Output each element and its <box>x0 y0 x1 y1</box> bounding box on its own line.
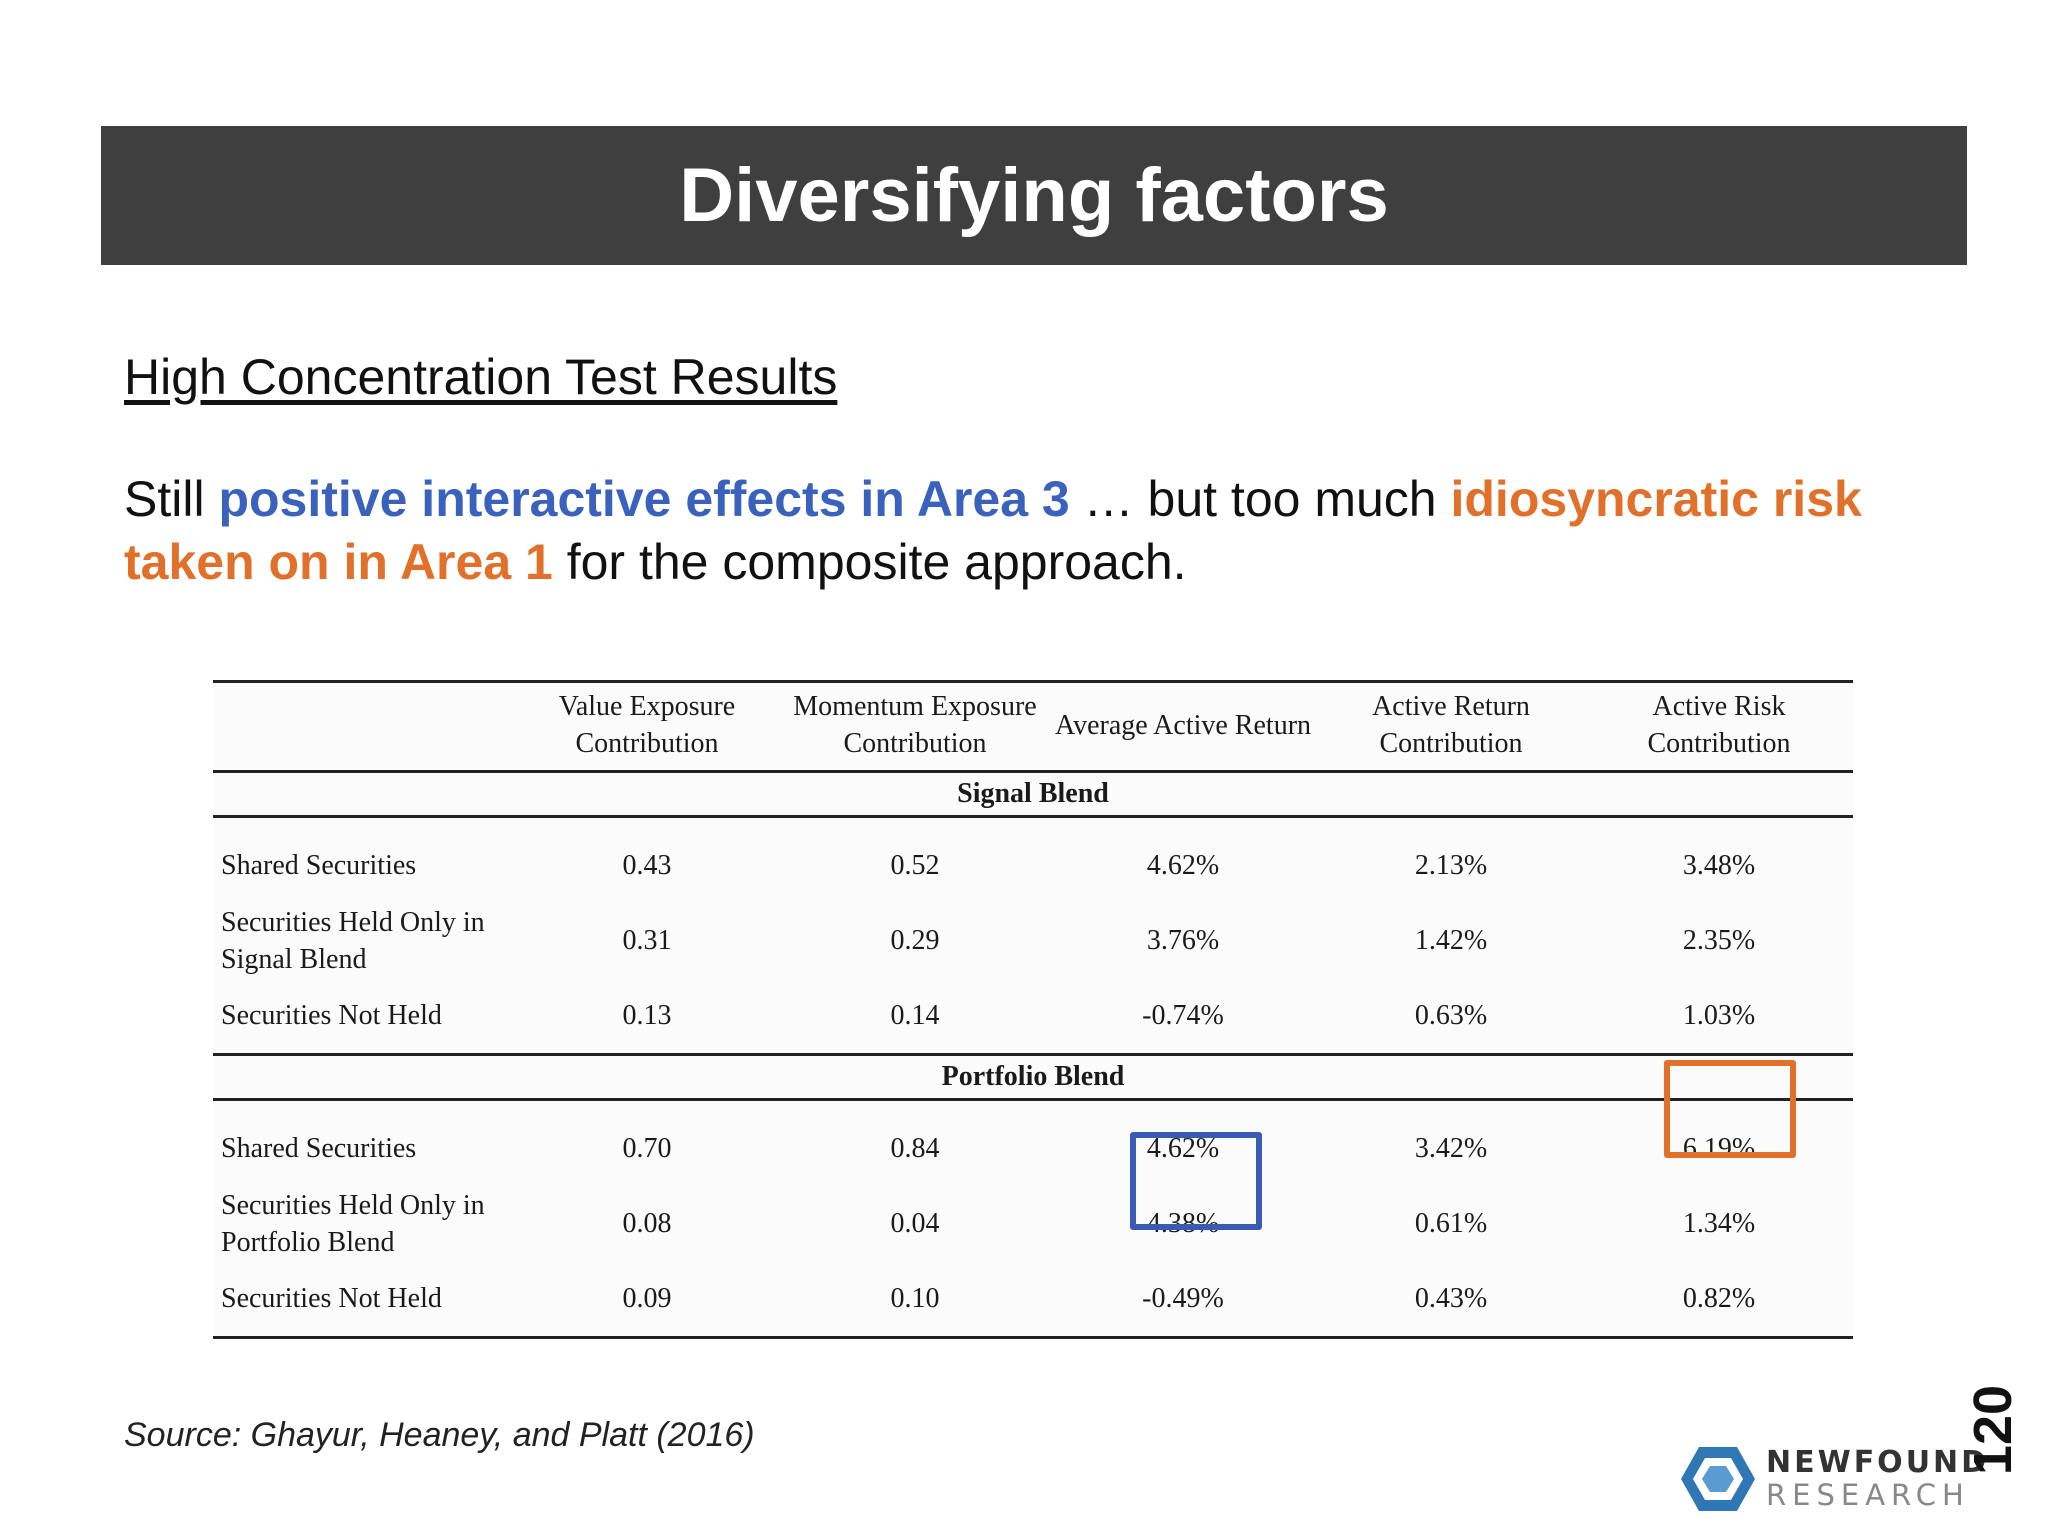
cell-value: 0.52 <box>890 849 940 881</box>
table-row: Shared Securities 0.43 0.52 4.62% 2.13% … <box>213 817 1853 904</box>
col-header-value-exposure: Value Exposure Contribution <box>513 680 781 773</box>
slide-title: Diversifying factors <box>679 153 1389 238</box>
row-label: Shared Securities <box>221 1133 417 1164</box>
table-row: Shared Securities 0.70 0.84 4.62% 3.42% … <box>213 1100 1853 1187</box>
section-header-portfolio-blend: Portfolio Blend <box>213 1053 1853 1101</box>
cell-value: 2.35% <box>1682 924 1756 956</box>
lead-text-2: … but too much <box>1069 471 1451 527</box>
lead-text: Still positive interactive effects in Ar… <box>124 468 1944 594</box>
cell-value: 0.70 <box>622 1132 672 1164</box>
row-label: Shared Securities <box>221 850 417 881</box>
table-row: Securities Not Held 0.09 0.10 -0.49% 0.4… <box>213 1261 1853 1339</box>
col-header-blank <box>213 680 513 773</box>
row-label: Securities Held Only in Portfolio Blend <box>221 1189 485 1258</box>
cell-value: 4.62% <box>1146 849 1220 881</box>
cell-value: 0.84 <box>890 1132 940 1164</box>
section-header-signal-blend: Signal Blend <box>213 771 1853 818</box>
cell-value: 0.09 <box>513 1261 781 1339</box>
cell-value: 0.31 <box>622 924 672 956</box>
subtitle: High Concentration Test Results <box>124 349 838 405</box>
cell-value-highlighted-orange: 6.19% <box>1682 1132 1756 1164</box>
lead-highlight-blue: positive interactive effects in Area 3 <box>218 471 1070 527</box>
row-label: Securities Not Held <box>221 1000 442 1031</box>
cell-value: 3.76% <box>1146 924 1220 956</box>
cell-value: 0.14 <box>890 999 940 1031</box>
col-header-active-return-contribution: Active Return Contribution <box>1317 680 1585 773</box>
cell-value: 0.29 <box>890 924 940 956</box>
title-bar: Diversifying factors <box>101 126 1967 265</box>
cell-value: 3.42% <box>1414 1132 1488 1164</box>
row-label: Securities Not Held <box>213 1261 513 1339</box>
cell-value: 0.13 <box>622 999 672 1031</box>
cell-value: 0.08 <box>622 1207 672 1239</box>
cell-value: 2.13% <box>1414 849 1488 881</box>
col-header-momentum-exposure: Momentum Exposure Contribution <box>781 680 1049 773</box>
cell-value: 0.61% <box>1414 1207 1488 1239</box>
table-row: Securities Held Only in Signal Blend 0.3… <box>213 903 1853 978</box>
results-table: Value Exposure Contribution Momentum Exp… <box>213 680 1853 1339</box>
cell-value: 0.10 <box>781 1261 1049 1339</box>
cell-value: 0.82% <box>1585 1261 1853 1339</box>
cell-value: 1.42% <box>1414 924 1488 956</box>
cell-value: -0.74% <box>1142 999 1224 1031</box>
logo-line-1: NEWFOUND <box>1766 1445 1990 1480</box>
row-label: Securities Held Only in Signal Blend <box>221 906 485 975</box>
hexagon-logo-icon <box>1681 1447 1755 1511</box>
header-row: Value Exposure Contribution Momentum Exp… <box>213 680 1853 773</box>
cell-value: 0.43 <box>622 849 672 881</box>
cell-value: 1.03% <box>1682 999 1756 1031</box>
newfound-logo: NEWFOUND RESEARCH <box>1680 1444 1989 1514</box>
table-row: Securities Not Held 0.13 0.14 -0.74% 0.6… <box>213 978 1853 1055</box>
cell-value: 0.63% <box>1414 999 1488 1031</box>
source-citation: Source: Ghayur, Heaney, and Platt (2016) <box>124 1416 755 1454</box>
lead-text-3: for the composite approach. <box>552 534 1187 590</box>
table-row: Securities Held Only in Portfolio Blend … <box>213 1186 1853 1261</box>
section-label: Signal Blend <box>213 771 1853 818</box>
cell-value: 0.43% <box>1317 1261 1585 1339</box>
logo-line-2: RESEARCH <box>1766 1478 1970 1512</box>
lead-highlight-orange: idiosyncratic risk taken on in Area 1 <box>124 471 1862 590</box>
cell-value: 3.48% <box>1682 849 1756 881</box>
page-number: 120 <box>1963 1384 2023 1476</box>
highlight-box-orange <box>1664 1060 1796 1158</box>
cell-value-highlighted-blue: 4.38% <box>1146 1207 1220 1239</box>
col-header-active-risk-contribution: Active Risk Contribution <box>1585 680 1853 773</box>
col-header-average-active-return: Average Active Return <box>1049 680 1317 773</box>
cell-value: -0.49% <box>1049 1261 1317 1339</box>
section-label: Portfolio Blend <box>213 1053 1853 1101</box>
results-table-container: Value Exposure Contribution Momentum Exp… <box>213 680 1853 1339</box>
highlight-box-blue <box>1130 1132 1262 1230</box>
cell-value: 1.34% <box>1682 1207 1756 1239</box>
cell-value: 0.04 <box>890 1207 940 1239</box>
lead-text-1: Still <box>124 471 219 527</box>
